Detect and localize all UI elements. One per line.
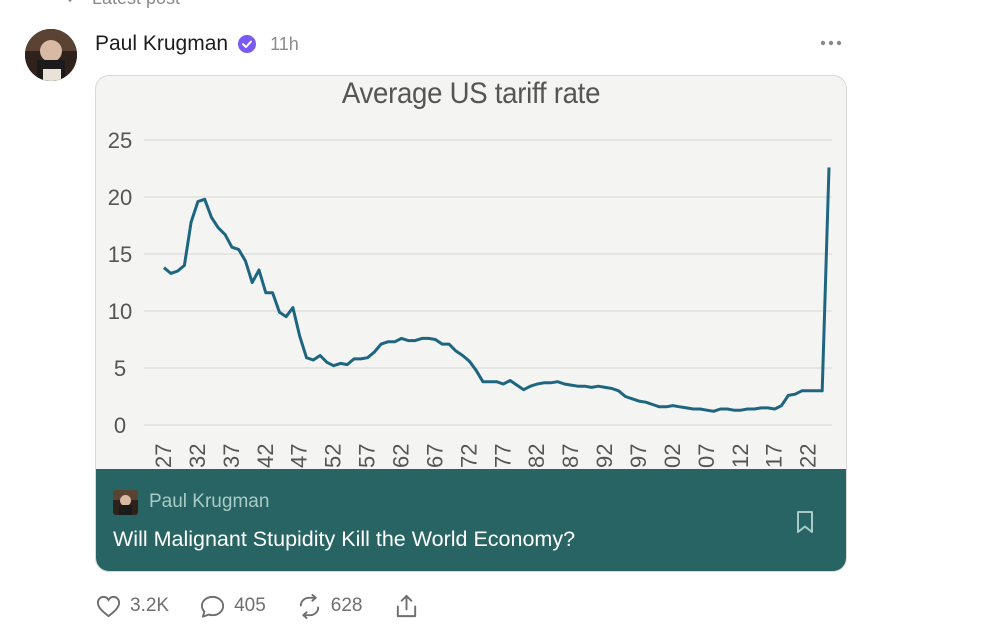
x-tick-label: 67 xyxy=(422,444,447,468)
x-tick-label: 52 xyxy=(321,444,346,468)
y-tick-label: 0 xyxy=(114,413,126,438)
like-count: 3.2K xyxy=(130,595,170,616)
heart-icon xyxy=(96,595,121,617)
post-timestamp[interactable]: 11h xyxy=(270,33,299,54)
y-tick-label: 15 xyxy=(108,242,132,267)
x-tick-label: 97 xyxy=(626,444,651,468)
y-tick-label: 5 xyxy=(114,356,126,381)
bookmark-icon[interactable] xyxy=(794,510,816,534)
x-tick-label: 17 xyxy=(762,444,787,468)
share-button[interactable] xyxy=(393,593,420,620)
x-tick-label: 12 xyxy=(728,444,753,468)
y-tick-label: 20 xyxy=(108,185,132,210)
x-tick-label: 92 xyxy=(592,444,617,468)
y-tick-label: 25 xyxy=(108,128,132,153)
article-title[interactable]: Will Malignant Stupidity Kill the World … xyxy=(113,527,576,551)
x-tick-label: 02 xyxy=(660,444,685,468)
latest-post-text: Latest post xyxy=(92,0,180,9)
preview-author-name: Paul Krugman xyxy=(149,491,270,512)
more-options-button[interactable] xyxy=(818,32,844,54)
article-preview-card[interactable]: Average US tariff rate 0 5 10 15 20 25 27 32 37 4… xyxy=(95,75,847,572)
chevron-down-icon xyxy=(68,0,72,3)
author-avatar[interactable] xyxy=(25,29,77,81)
y-tick-label: 10 xyxy=(108,299,132,324)
author-name[interactable]: Paul Krugman xyxy=(95,32,229,55)
restack-count: 628 xyxy=(330,595,363,616)
x-tick-label: 87 xyxy=(558,444,583,468)
restack-icon xyxy=(299,593,319,619)
comment-icon xyxy=(201,595,225,618)
tariff-rate-line xyxy=(163,167,831,413)
share-icon xyxy=(396,594,416,617)
x-tick-label: 07 xyxy=(694,444,719,468)
x-tick-label: 57 xyxy=(355,444,380,468)
article-preview-footer[interactable]: Paul Krugman Will Malignant Stupidity Ki… xyxy=(96,469,846,571)
like-button[interactable]: 3.2K xyxy=(95,593,169,620)
preview-author-avatar xyxy=(113,490,138,515)
chart-title: Average US tariff rate xyxy=(341,77,601,110)
tariff-chart: Average US tariff rate 0 5 10 15 20 25 27 32 37 4… xyxy=(96,76,846,469)
verified-badge-icon xyxy=(238,35,257,53)
x-tick-label: 77 xyxy=(490,444,515,468)
x-tick-label: 27 xyxy=(151,444,176,468)
post-actions: 3.2K 405 628 xyxy=(95,590,450,622)
chart-svg: 0 5 10 15 20 25 27 32 37 42 47 52 57 62 67 72 77 82 87 92 97… xyxy=(108,128,832,468)
x-tick-label: 47 xyxy=(287,444,312,468)
comment-button[interactable]: 405 xyxy=(199,593,266,620)
x-tick-label: 82 xyxy=(524,444,549,468)
comment-count: 405 xyxy=(234,595,266,616)
x-tick-label: 22 xyxy=(796,444,821,468)
latest-post-label: Latest post xyxy=(62,0,180,8)
post-header: Paul Krugman 11h xyxy=(95,30,299,58)
restack-button[interactable]: 628 xyxy=(296,593,363,620)
x-tick-label: 37 xyxy=(219,444,244,468)
x-tick-label: 62 xyxy=(389,444,414,468)
x-tick-label: 72 xyxy=(456,444,481,468)
x-tick-label: 42 xyxy=(253,444,278,468)
ellipsis-icon xyxy=(820,40,842,46)
x-tick-label: 32 xyxy=(185,444,210,468)
